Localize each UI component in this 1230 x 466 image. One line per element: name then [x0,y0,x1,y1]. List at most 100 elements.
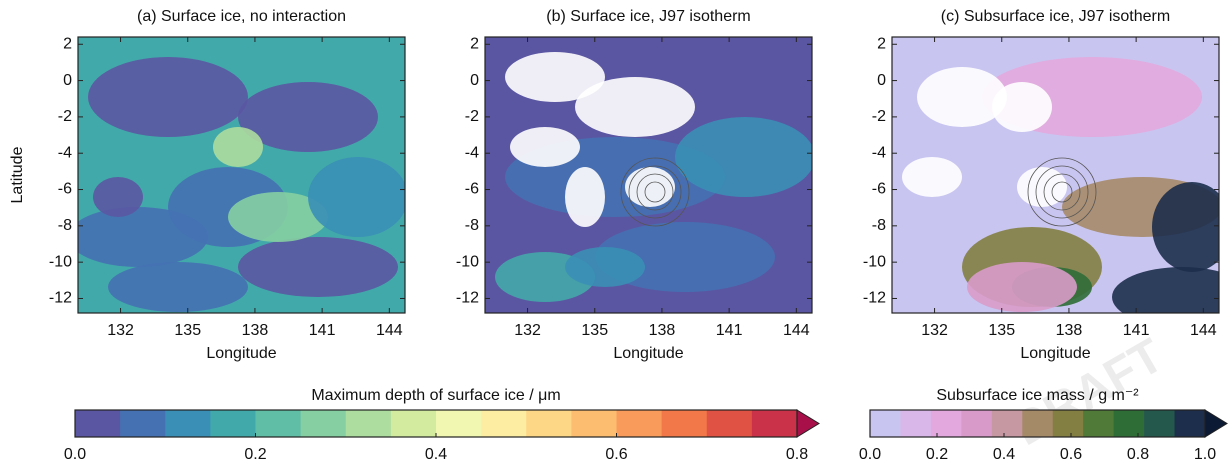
colorbar-label: Subsurface ice mass / g m⁻² [936,387,1139,404]
colorbar-segment [930,410,962,437]
colorbar-segment [345,410,392,437]
contour-line [628,165,682,219]
x-tick-label: 144 [783,322,810,339]
y-tick-label: -2 [58,108,72,125]
colorbar-segment [706,410,753,437]
colorbar-segment [1052,410,1084,437]
x-tick-label: 135 [174,322,201,339]
map-field [892,37,1219,313]
colorbar-segment [991,410,1023,437]
map-patch [238,82,378,152]
colorbar-segment [210,410,256,437]
x-tick-label: 138 [649,322,676,339]
map-patch [505,52,605,102]
y-tick-label: 2 [877,35,886,52]
colorbar-tick-label: 1.0 [1194,446,1216,463]
colorbar-tick-label: 0.2 [926,446,948,463]
colorbar-segment [390,410,437,437]
colorbar-frame [869,409,1206,438]
plot-frame [484,36,813,314]
y-tick-label: -6 [58,181,72,198]
contour-line [1027,157,1097,227]
contour-line [620,157,690,227]
x-tick-label: 141 [1123,322,1150,339]
colorbar-tick-label: 0.0 [64,446,86,463]
x-tick-label: 135 [581,322,608,339]
x-axis-label: Longitude [613,345,683,362]
colorbar-segment [1144,410,1176,437]
y-tick-label: -12 [456,290,479,307]
y-tick-label: -8 [872,217,886,234]
map-patch [510,127,580,167]
colorbar-segment [1174,410,1206,437]
panel-title: (a) Surface ice, no interaction [137,8,346,25]
y-tick-label: -4 [58,144,72,161]
x-tick-label: 132 [514,322,541,339]
map-patch [1152,182,1219,272]
x-tick-label: 132 [107,322,134,339]
y-tick-label: 2 [470,35,479,52]
y-tick-label: -4 [465,144,479,161]
y-tick-label: -4 [872,144,886,161]
map-patch [565,167,605,227]
colorbar-tick-label: 0.0 [859,446,881,463]
colorbar-tick-label: 0.4 [425,446,447,463]
map-patch [238,237,398,297]
map-patch [93,177,143,217]
map-patch [917,67,1007,127]
map-patch [1112,267,1219,313]
colorbar-segment [120,410,166,437]
colorbar-tick-label: 0.2 [244,446,266,463]
y-tick-label: -6 [465,181,479,198]
map-patch [108,262,248,312]
colorbar-segment [616,410,663,437]
y-tick-label: 0 [470,72,479,89]
colorbar-segment [526,410,572,437]
colorbar-segment [900,410,932,437]
x-tick-label: 135 [988,322,1015,339]
map-patch [308,157,405,237]
y-tick-label: -10 [456,253,479,270]
map-patch [675,117,812,197]
colorbar-tick-label: 0.8 [1127,446,1149,463]
y-tick-label: -8 [465,217,479,234]
y-tick-label: 0 [877,72,886,89]
colorbar-segment [436,410,482,437]
plot-frame [891,36,1220,314]
map-patch [565,247,645,287]
x-axis-label: Longitude [1020,345,1090,362]
y-tick-label: -2 [872,108,886,125]
colorbar-segment [571,410,617,437]
x-tick-label: 138 [242,322,269,339]
panel-title: (b) Surface ice, J97 isotherm [546,8,751,25]
map-patch [88,57,248,137]
contour-line [644,181,666,203]
colorbar-segment [751,410,798,437]
y-tick-label: -6 [872,181,886,198]
x-tick-label: 144 [376,322,403,339]
colorbar-tick-label: 0.4 [993,446,1015,463]
y-axis-label: Latitude [9,146,26,203]
x-tick-label: 141 [716,322,743,339]
x-axis-label: Longitude [206,345,276,362]
map-patch [992,82,1052,132]
colorbar-segment [255,410,302,437]
colorbar-extension [1204,409,1228,438]
panel-title: (c) Subsurface ice, J97 isotherm [941,8,1170,25]
y-tick-label: -8 [58,217,72,234]
colorbar-tick-label: 0.8 [786,446,808,463]
colorbar-tick-label: 0.6 [605,446,627,463]
colorbar-segment [870,410,901,437]
colorbar-segment [1022,410,1054,437]
colorbar-tick-label: 0.6 [1060,446,1082,463]
y-tick-label: -10 [49,253,72,270]
plot-frame [77,36,406,314]
map-patch [902,157,962,197]
map-patch [78,207,208,267]
map-patch [228,192,328,242]
contour-line [636,173,674,211]
colorbar-segment [481,410,527,437]
map-patch [575,77,695,137]
y-tick-label: -10 [863,253,886,270]
